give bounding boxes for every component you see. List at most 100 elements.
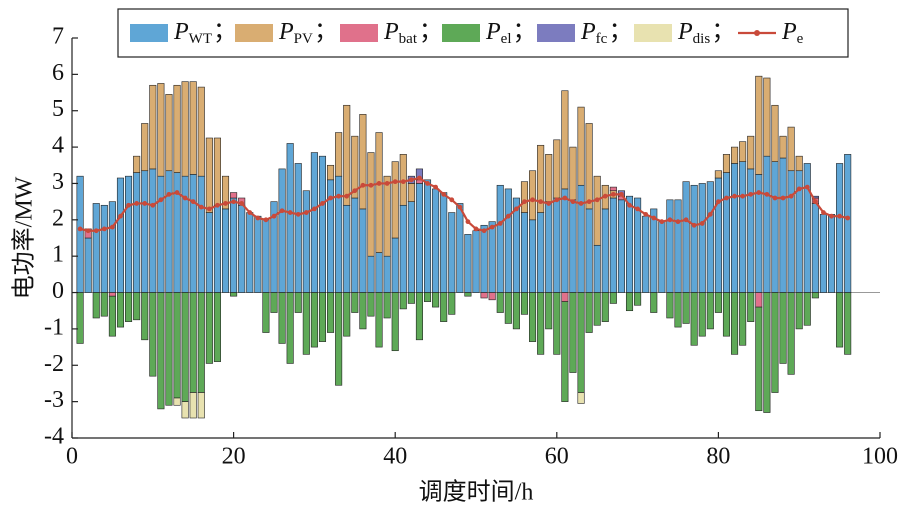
bar-segment: [189, 292, 197, 393]
bar-segment: [351, 292, 359, 313]
line-point: [263, 217, 269, 223]
bar-segment: [787, 170, 795, 293]
line-point: [166, 191, 172, 197]
line-point: [271, 213, 277, 219]
y-tick-label: 2: [52, 205, 64, 231]
bar-segment: [803, 292, 811, 326]
bar-segment: [407, 183, 415, 202]
line-point: [627, 202, 632, 208]
x-tick-label: 100: [862, 444, 898, 470]
y-axis-label: 电功率/MW: [11, 176, 38, 299]
line-point: [699, 221, 705, 226]
line-point: [134, 201, 140, 206]
legend-swatch: [537, 24, 575, 42]
bar-segment: [157, 83, 165, 177]
bar-segment: [423, 179, 432, 293]
line-point: [756, 190, 762, 195]
line-point: [408, 177, 414, 183]
bar-segment: [545, 201, 553, 293]
line-point: [287, 210, 293, 215]
bar-segment: [294, 163, 302, 293]
bar-segment: [270, 292, 278, 313]
bar-segment: [682, 181, 690, 293]
bar-segment: [359, 114, 367, 210]
legend-separator: ；: [314, 19, 338, 45]
bar-segment: [432, 188, 440, 293]
bar-segment: [827, 214, 836, 293]
bar-segment: [173, 292, 181, 399]
line-point: [85, 228, 91, 234]
line-point: [449, 197, 455, 203]
legend-label: Pfc: [580, 19, 608, 48]
bar-segment: [472, 230, 480, 293]
bar-segment: [706, 292, 714, 330]
line-point: [473, 226, 479, 232]
bar-segment: [504, 188, 512, 293]
line-point: [279, 208, 285, 214]
bar-segment: [747, 292, 755, 322]
y-tick-label: 7: [52, 24, 64, 50]
y-tick-label: -3: [44, 387, 64, 413]
bar-segment: [399, 204, 407, 293]
bar-segment: [367, 255, 375, 293]
bar-segment: [537, 292, 545, 355]
bar-segment: [698, 292, 706, 337]
bar-segment: [415, 292, 423, 341]
bar-segment: [537, 212, 545, 293]
bar-segment: [238, 204, 246, 293]
bar-segment: [335, 175, 343, 293]
line-point: [255, 215, 261, 221]
y-tick-label: -4: [44, 424, 64, 450]
line-point: [562, 195, 568, 201]
line-point: [796, 186, 802, 192]
bar-segment: [569, 199, 577, 293]
bar-segment: [569, 146, 577, 201]
bar-segment: [844, 154, 852, 293]
bar-segment: [230, 197, 238, 293]
bar-segment: [666, 199, 674, 293]
bar-segment: [133, 155, 141, 173]
bar-segment: [205, 212, 213, 293]
legend-label: Pel: [485, 19, 512, 48]
y-tick-label: 1: [52, 242, 64, 268]
bar-segment: [230, 292, 238, 297]
legend-label: PWT: [173, 19, 212, 48]
bar-segment: [496, 184, 504, 293]
line-point: [740, 193, 746, 199]
bar-segment: [625, 195, 634, 293]
bar-segment: [811, 203, 819, 293]
bar-segment: [367, 292, 375, 317]
bar-segment: [76, 175, 84, 293]
line-point: [336, 193, 342, 199]
line-point: [554, 197, 560, 203]
bar-segment: [787, 126, 795, 172]
bar-segment: [351, 197, 359, 293]
line-point: [77, 226, 83, 232]
line-point: [659, 219, 665, 225]
bar-segment: [76, 292, 84, 344]
bar-segment: [739, 292, 747, 346]
bar-segment: [650, 292, 658, 313]
bar-segment: [181, 81, 189, 177]
line-point: [716, 199, 721, 205]
bar-segment: [739, 161, 747, 293]
bar-segment: [327, 292, 335, 333]
legend-swatch: [235, 24, 273, 42]
bar-segment: [149, 292, 157, 377]
bar-segment: [569, 292, 577, 373]
line-point: [190, 199, 196, 205]
line-point: [344, 193, 350, 199]
bar-segment: [674, 199, 682, 293]
bar-segment: [100, 292, 108, 317]
line-point: [594, 197, 600, 203]
line-point: [126, 202, 131, 208]
legend-label: Pbat: [383, 19, 418, 48]
line-point: [829, 213, 834, 219]
line-point: [142, 201, 148, 206]
bar-segment: [343, 104, 351, 206]
bar-segment: [553, 292, 561, 355]
line-point: [643, 211, 649, 217]
legend-marker: [754, 30, 760, 36]
bar-segment: [375, 252, 383, 293]
